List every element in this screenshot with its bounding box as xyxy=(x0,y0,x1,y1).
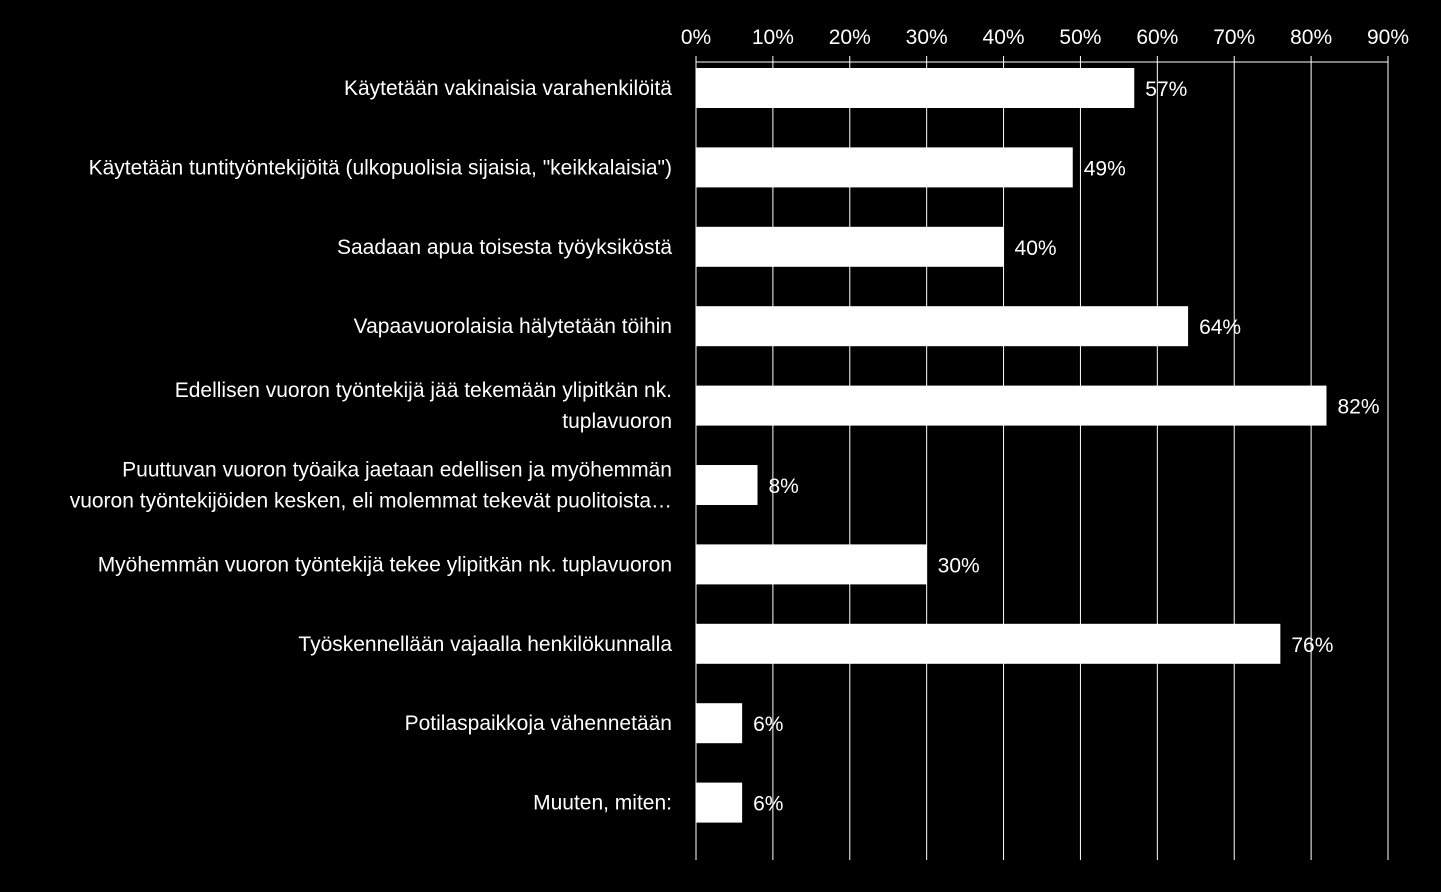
category-label: Työskennellään vajaalla henkilökunnalla xyxy=(298,633,672,656)
category-label: Käytetään vakinaisia varahenkilöitä xyxy=(344,77,672,100)
bar xyxy=(696,226,1004,267)
bar xyxy=(696,623,1281,664)
bar xyxy=(696,68,1135,108)
category-label: Puuttuvan vuoron työaika jaetaan edellis… xyxy=(122,459,672,482)
tick-label: 30% xyxy=(906,26,948,49)
category-label: Myöhemmän vuoron työntekijä tekee ylipit… xyxy=(98,553,672,576)
bar xyxy=(696,385,1327,426)
tick-label: 20% xyxy=(829,26,871,49)
data-label: 76% xyxy=(1291,634,1333,657)
data-label: 30% xyxy=(938,554,980,577)
category-label: Vapaavuorolaisia hälytetään töihin xyxy=(354,315,672,338)
category-label: Muuten, miten: xyxy=(533,792,672,815)
bar xyxy=(696,544,927,585)
data-label: 6% xyxy=(753,793,783,816)
tick-label: 10% xyxy=(752,26,794,49)
data-label: 8% xyxy=(769,475,799,498)
tick-label: 60% xyxy=(1136,26,1178,49)
data-label: 82% xyxy=(1337,396,1379,419)
category-label: Käytetään tuntityöntekijöitä (ulkopuolis… xyxy=(89,156,672,179)
tick-label: 90% xyxy=(1367,26,1409,49)
category-label: Potilaspaikkoja vähennetään xyxy=(405,712,672,735)
data-label: 49% xyxy=(1084,157,1126,180)
bar xyxy=(696,306,1189,347)
data-label: 6% xyxy=(753,713,783,736)
tick-label: 40% xyxy=(983,26,1025,49)
data-label: 64% xyxy=(1199,316,1241,339)
category-labels: Käytetään vakinaisia varahenkilöitä Käyte… xyxy=(70,77,673,815)
gridlines xyxy=(695,62,1389,860)
category-label: Saadaan apua toisesta työyksiköstä xyxy=(337,236,672,259)
category-label: Edellisen vuoron työntekijä jää tekemään… xyxy=(175,379,672,402)
data-label: 57% xyxy=(1145,78,1187,101)
category-label: tuplavuoron xyxy=(562,410,672,433)
bar xyxy=(696,147,1073,188)
category-label: vuoron työntekijöiden kesken, eli molemm… xyxy=(70,490,672,513)
bars xyxy=(696,68,1327,823)
data-label: 40% xyxy=(1015,237,1057,260)
tick-label: 50% xyxy=(1059,26,1101,49)
tick-label: 80% xyxy=(1290,26,1332,49)
data-labels: 57% 49% 40% 64% 82% 8% 30% 76% 6% 6% xyxy=(753,78,1379,816)
tick-label: 0% xyxy=(681,26,711,49)
x-axis-ticks: 0% 10% 20% 30% 40% 50% 60% 70% 80% 90% xyxy=(681,26,1409,63)
bar xyxy=(696,465,758,505)
tick-label: 70% xyxy=(1213,26,1255,49)
bar xyxy=(696,703,743,744)
bar xyxy=(696,782,743,823)
